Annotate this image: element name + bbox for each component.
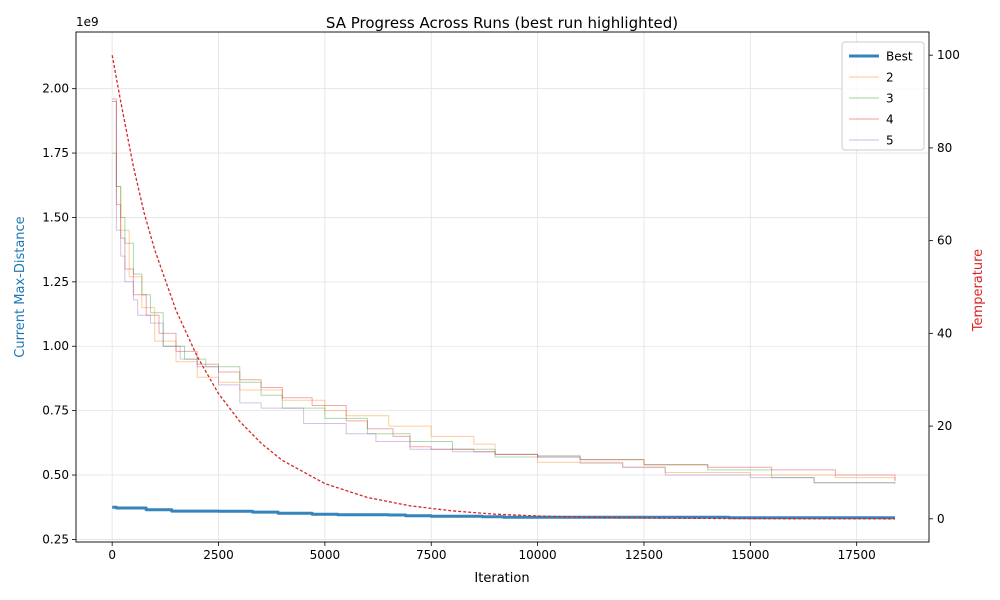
temperature-line: [111, 55, 896, 520]
x-tick-label: 5000: [310, 548, 341, 562]
x-tick-label: 17500: [838, 548, 876, 562]
y-axis-label: Current Max-Distance: [13, 216, 28, 357]
series-line-3: [112, 152, 895, 484]
series-line-best: [112, 505, 895, 520]
y-tick-label: 0.75: [42, 404, 69, 418]
chart-title: SA Progress Across Runs (best run highli…: [326, 14, 678, 32]
y2-tick-label: 40: [937, 326, 952, 340]
y-tick-label: 1.00: [42, 339, 69, 353]
y-tick-label: 1.25: [42, 275, 69, 289]
legend-box: [841, 41, 925, 151]
y2-tick-label: 100: [937, 48, 960, 62]
x-tick-label: 2500: [203, 548, 234, 562]
x-tick-label: 0: [108, 548, 116, 562]
y-tick-label: 0.25: [42, 532, 69, 546]
x-axis-label: Iteration: [474, 571, 529, 586]
legend-label: Best: [886, 50, 913, 64]
x-tick-label: 10000: [519, 548, 557, 562]
legend-label: 3: [886, 92, 894, 106]
x-tick-label: 15000: [731, 548, 769, 562]
x-tick-label: 7500: [416, 548, 447, 562]
plot-lines: [111, 55, 896, 520]
y-tick-label: 1.50: [42, 210, 69, 224]
y2-axis-ticks: 0 20 40 60 80 100: [929, 48, 960, 526]
legend-label: 4: [886, 113, 894, 127]
y-axis-offset-label: 1e9: [76, 15, 99, 29]
y2-axis-label: Temperature: [971, 249, 986, 332]
y-tick-label: 1.75: [42, 146, 69, 160]
legend-label: 2: [886, 71, 894, 85]
series-line-5: [112, 101, 896, 484]
x-tick-label: 12500: [625, 548, 663, 562]
y2-tick-label: 0: [937, 512, 945, 526]
series-line-4: [112, 98, 896, 482]
plot-frame: [75, 31, 930, 543]
legend-label: 5: [886, 134, 894, 148]
x-axis-ticks: 0 2500 5000 7500 10000 12500 15000 17500: [108, 542, 876, 562]
y2-tick-label: 20: [937, 419, 952, 433]
y2-tick-label: 80: [937, 141, 952, 155]
legend: Best 2 3 4 5: [841, 41, 925, 151]
y2-tick-label: 60: [937, 234, 952, 248]
y-axis-ticks: 0.25 0.50 0.75 1.00 1.25 1.50 1.75 2.00: [42, 82, 76, 546]
y-tick-label: 0.50: [42, 468, 69, 482]
series-line-2: [112, 101, 896, 481]
y-tick-label: 2.00: [42, 82, 69, 96]
